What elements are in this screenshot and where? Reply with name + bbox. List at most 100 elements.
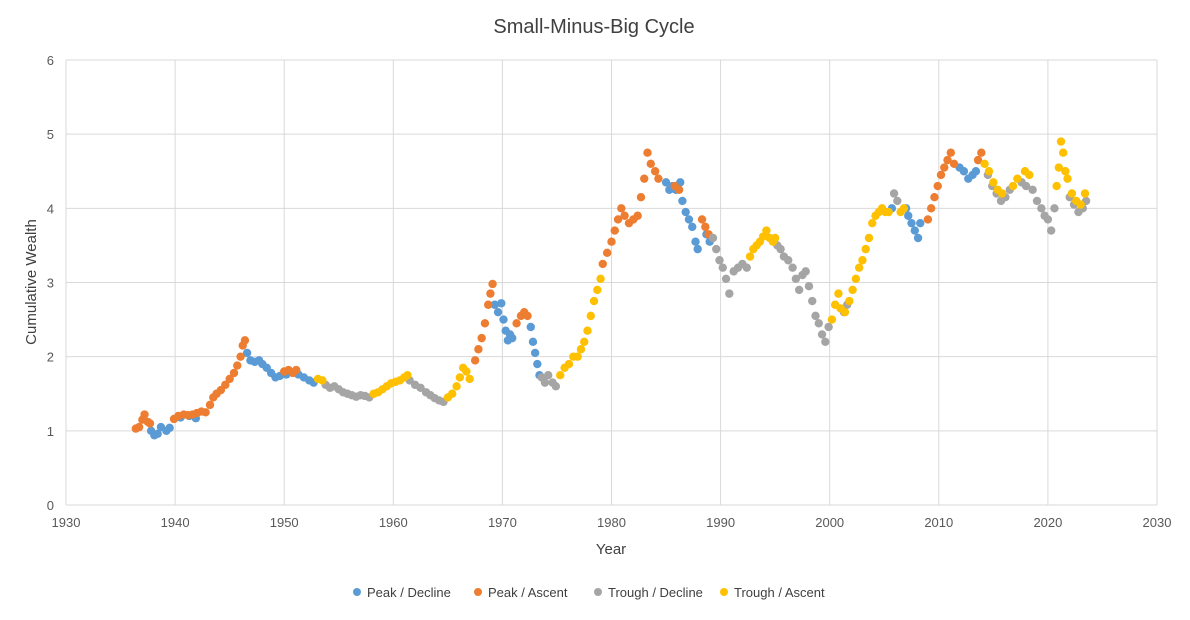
data-point: [528, 337, 538, 347]
data-point: [145, 419, 155, 428]
data-point: [949, 159, 959, 169]
data-point: [770, 233, 780, 243]
y-tick-label: 2: [47, 350, 54, 365]
y-tick-label: 1: [47, 424, 54, 439]
data-point: [697, 215, 707, 224]
x-tick-label: 1930: [52, 515, 81, 530]
data-point: [583, 326, 592, 335]
data-point: [1054, 163, 1064, 172]
data-point: [946, 148, 955, 157]
data-point: [884, 207, 893, 217]
data-point: [636, 193, 646, 202]
data-point: [530, 348, 540, 358]
legend-label: Peak / Ascent: [488, 585, 568, 600]
data-point: [1028, 185, 1037, 194]
data-point: [814, 319, 823, 328]
x-tick-label: 1960: [379, 515, 408, 530]
data-point: [617, 204, 626, 213]
data-point: [508, 333, 517, 343]
legend-label: Trough / Ascent: [734, 585, 825, 600]
data-point: [889, 189, 899, 198]
data-point: [540, 378, 550, 387]
data-point: [973, 155, 983, 165]
data-point: [845, 296, 854, 306]
data-point: [681, 207, 690, 217]
data-point: [989, 178, 998, 187]
data-point: [448, 389, 457, 398]
data-point: [499, 315, 508, 324]
legend-marker: [474, 588, 482, 596]
data-point: [484, 300, 493, 309]
data-point: [523, 311, 532, 321]
data-point: [1076, 200, 1085, 209]
data-point: [620, 211, 629, 220]
data-point: [1008, 181, 1018, 191]
series-peak-ascent: [131, 148, 986, 433]
data-point: [221, 380, 230, 390]
data-point: [851, 274, 861, 283]
data-point: [791, 274, 801, 283]
data-point: [526, 322, 535, 332]
data-point: [1052, 181, 1061, 191]
x-tick-label: 2000: [815, 515, 844, 530]
data-point: [904, 211, 913, 220]
data-point: [1021, 181, 1031, 191]
data-point: [1058, 148, 1068, 157]
data-point: [971, 167, 981, 176]
data-point: [474, 345, 483, 354]
data-point: [602, 248, 612, 258]
data-point: [678, 196, 687, 206]
data-point: [512, 319, 521, 328]
data-point: [292, 365, 301, 375]
data-point: [811, 311, 820, 321]
data-point: [650, 167, 660, 176]
data-point: [907, 218, 916, 228]
data-point: [229, 368, 239, 378]
data-point: [854, 263, 864, 272]
data-point: [997, 189, 1007, 198]
data-point: [236, 352, 245, 361]
data-point: [788, 263, 797, 272]
x-tick-label: 1950: [270, 515, 299, 530]
data-point: [633, 211, 642, 220]
data-point: [589, 296, 599, 306]
data-point: [205, 400, 215, 410]
data-point: [725, 289, 734, 298]
data-point: [715, 256, 724, 265]
data-point: [225, 374, 234, 384]
data-point: [848, 285, 857, 295]
data-point: [940, 163, 949, 172]
data-point: [827, 315, 837, 324]
data-point: [691, 237, 700, 246]
data-point: [576, 345, 586, 354]
data-point: [817, 330, 827, 339]
data-point: [544, 371, 553, 380]
data-point: [598, 259, 607, 269]
data-point: [1032, 196, 1042, 206]
data-point: [893, 196, 902, 206]
data-point: [1050, 204, 1059, 213]
data-point: [640, 174, 649, 183]
x-tick-label: 1940: [161, 515, 190, 530]
x-tick-label: 1990: [706, 515, 735, 530]
data-point: [593, 285, 602, 295]
chart-title: Small-Minus-Big Cycle: [493, 16, 694, 38]
series-trough-decline: [321, 170, 1091, 407]
x-tick-label: 2020: [1033, 515, 1062, 530]
data-point: [834, 289, 843, 298]
data-point: [201, 408, 210, 417]
data-point: [674, 185, 684, 194]
data-point: [933, 181, 942, 191]
data-point: [776, 244, 785, 254]
data-point: [490, 300, 499, 309]
data-point: [821, 337, 830, 347]
legend-marker: [594, 588, 602, 596]
data-point: [465, 374, 474, 384]
data-point: [1067, 189, 1077, 198]
data-point: [794, 285, 804, 295]
data-point: [533, 359, 542, 369]
data-point: [923, 215, 933, 224]
data-point: [861, 244, 870, 254]
data-point: [984, 167, 994, 176]
